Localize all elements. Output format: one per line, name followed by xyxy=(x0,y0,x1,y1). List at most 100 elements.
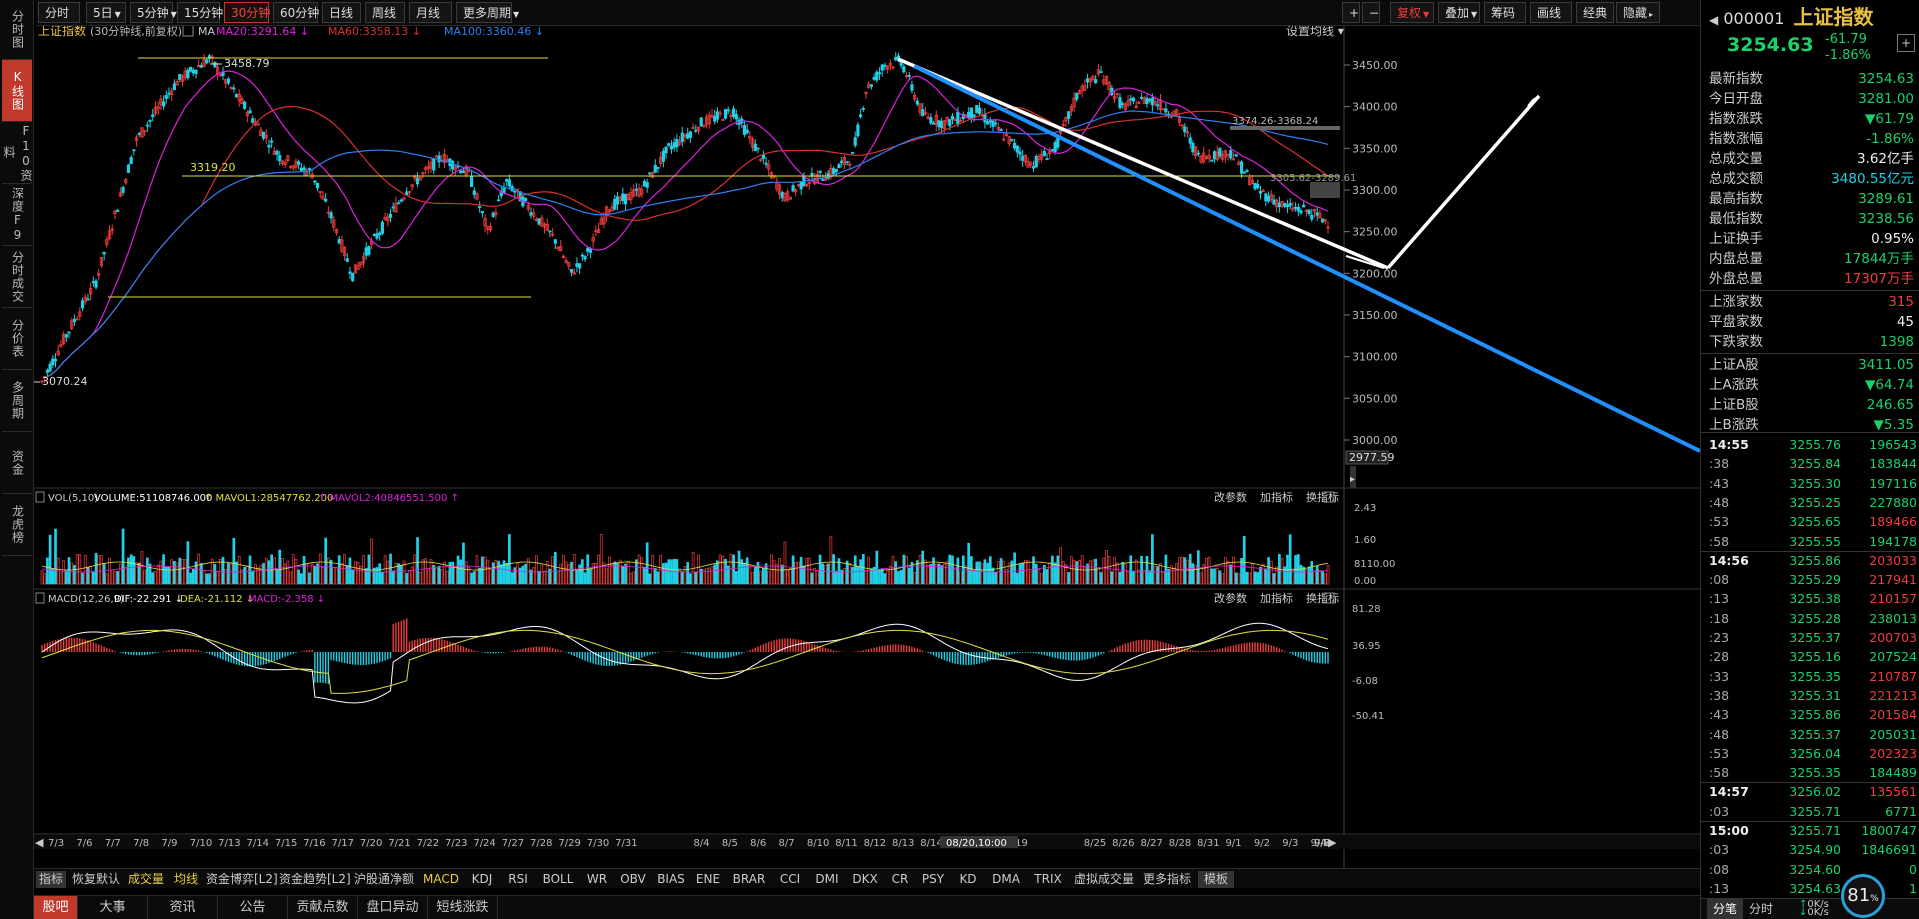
add-icon[interactable]: + xyxy=(1897,34,1915,52)
left-tab-2[interactable]: F10资料 xyxy=(2,122,33,184)
indicator-19[interactable]: CR xyxy=(891,872,909,886)
kline-chart-area[interactable]: 上证指数 (30分钟线,前复权) MA MA20:3291.64 ↓ MA60:3358… xyxy=(32,23,1701,906)
left-tab-1[interactable]: K线图 xyxy=(2,60,32,122)
indicator-9[interactable]: RSI xyxy=(508,872,528,886)
scroll-left-icon[interactable]: ◀ xyxy=(35,836,44,849)
vol-action-2[interactable]: 换指标 xyxy=(1306,490,1339,504)
toolbar-right-7[interactable]: 隐藏 ▸ xyxy=(1616,2,1660,23)
indicator-15[interactable]: BRAR xyxy=(732,872,766,886)
period-3[interactable]: 15分钟 xyxy=(177,2,223,23)
macd-action-1[interactable]: 加指标 xyxy=(1260,591,1293,605)
toolbar-right-0[interactable]: + xyxy=(1342,2,1360,23)
candle-body xyxy=(1277,202,1281,208)
bottom-tab-4[interactable]: 贡献点数 xyxy=(288,896,358,919)
candle-body xyxy=(475,193,479,200)
volume-bar xyxy=(805,557,808,585)
kline-chart-svg[interactable]: 上证指数 (30分钟线,前复权) MA MA20:3291.64 ↓ MA60:3358… xyxy=(32,23,1701,868)
indicator-17[interactable]: DMI xyxy=(815,872,839,886)
left-tab-4[interactable]: 分时成交 xyxy=(2,246,32,308)
left-tab-3[interactable]: 深度F9 xyxy=(2,184,32,246)
left-tab-5[interactable]: 分价表 xyxy=(2,308,32,370)
macd-action-2[interactable]: 换指标 xyxy=(1306,591,1339,605)
volume-bar xyxy=(853,555,857,585)
scroll-right-icon[interactable]: ▶ xyxy=(1328,836,1337,849)
period-7[interactable]: 周线 xyxy=(365,2,405,23)
left-tab-8[interactable]: 龙虎榜 xyxy=(2,494,32,556)
collapse-icon[interactable]: ▸ xyxy=(1350,474,1355,485)
macd-action-0[interactable]: 改参数 xyxy=(1214,591,1247,605)
toolbar-right-6[interactable]: 经典 xyxy=(1576,2,1614,23)
period-8[interactable]: 月线 xyxy=(409,2,452,23)
macd-close-icon[interactable] xyxy=(1323,592,1335,604)
volume-bar xyxy=(337,555,341,585)
period-4[interactable]: 30分钟 xyxy=(224,2,270,23)
volume-bar xyxy=(1110,571,1114,585)
toolbar-right-4[interactable]: 筹码 xyxy=(1484,2,1526,23)
candle-body xyxy=(1034,156,1038,168)
left-tab-7[interactable]: 资金 xyxy=(2,432,32,494)
indicator-26[interactable]: 模板 xyxy=(1198,871,1234,888)
period-5[interactable]: 60分钟 xyxy=(273,2,319,23)
indicator-4[interactable]: 资金博弈[L2] xyxy=(206,872,278,886)
toolbar-right-3[interactable]: 叠加 ▼ xyxy=(1438,2,1480,23)
period-0[interactable]: 分时 xyxy=(38,2,80,23)
bottom-tab-2[interactable]: 资讯 xyxy=(148,896,218,919)
arrow-left-icon[interactable]: ◀ xyxy=(1709,13,1719,27)
indicator-0[interactable]: 指标 xyxy=(36,871,66,888)
tab-fenshi[interactable]: 分时 xyxy=(1749,902,1774,916)
candle-body xyxy=(1210,159,1214,162)
vol-action-1[interactable]: 加指标 xyxy=(1260,490,1293,504)
indicator-21[interactable]: KD xyxy=(959,872,977,886)
collapse-handle[interactable] xyxy=(1350,466,1356,488)
indicator-12[interactable]: OBV xyxy=(620,872,646,886)
indicator-24[interactable]: 虚拟成交量 xyxy=(1073,872,1134,886)
toolbar-right-5[interactable]: 画线 xyxy=(1530,2,1572,23)
indicator-5[interactable]: 资金趋势[L2] xyxy=(279,872,351,886)
macd-settings-icon[interactable] xyxy=(35,592,45,604)
vol-close-icon[interactable] xyxy=(1323,491,1335,503)
ma-setting-button[interactable]: 设置均线 ▾ xyxy=(1286,24,1344,38)
indicator-16[interactable]: CCI xyxy=(779,872,801,886)
candle-body xyxy=(1320,218,1325,223)
vol-action-0[interactable]: 改参数 xyxy=(1214,490,1247,504)
candle-body xyxy=(45,369,50,373)
toolbar-right-1[interactable]: − xyxy=(1362,2,1380,23)
bottom-tab-1[interactable]: 大事 xyxy=(78,896,148,919)
indicator-3[interactable]: 均线 xyxy=(173,872,198,886)
indicator-22[interactable]: DMA xyxy=(992,872,1020,886)
indicator-1[interactable]: 恢复默认 xyxy=(71,872,120,886)
candle-body xyxy=(653,165,657,173)
indicator-2[interactable]: 成交量 xyxy=(127,872,164,886)
candle-body xyxy=(691,126,695,129)
left-tab-6[interactable]: 多周期 xyxy=(2,370,32,432)
left-tab-0[interactable]: 分时图 xyxy=(2,0,32,60)
bottom-tab-5[interactable]: 盘口异动 xyxy=(358,896,428,919)
period-9[interactable]: 更多周期 ▼ xyxy=(456,2,519,23)
toolbar-right-2[interactable]: 复权 ▼ xyxy=(1390,2,1434,23)
period-2[interactable]: 5分钟 ▼ xyxy=(130,2,177,23)
period-6[interactable]: 日线 xyxy=(322,2,361,23)
indicator-14[interactable]: ENE xyxy=(695,872,721,886)
indicator-10[interactable]: BOLL xyxy=(542,872,574,886)
tab-fenbi[interactable]: 分笔 xyxy=(1707,899,1743,919)
indicator-20[interactable]: PSY xyxy=(921,872,945,886)
volume-bar xyxy=(1253,571,1257,585)
cpu-usage-gauge[interactable]: 81% xyxy=(1841,874,1885,918)
indicator-7[interactable]: MACD xyxy=(423,872,459,886)
indicator-6[interactable]: 沪股通净额 xyxy=(353,872,414,886)
vol-settings-icon[interactable] xyxy=(35,491,45,503)
indicator-25[interactable]: 更多指标 xyxy=(1142,872,1191,886)
bottom-tab-6[interactable]: 短线涨跌 xyxy=(428,896,498,919)
indicator-8[interactable]: KDJ xyxy=(471,872,493,886)
volume-bar xyxy=(208,573,211,585)
period-1[interactable]: 5日 ▼ xyxy=(86,2,126,23)
candle-body xyxy=(91,281,95,283)
indicator-11[interactable]: WR xyxy=(586,872,608,886)
volume-bar xyxy=(191,568,195,585)
bottom-tab-0[interactable]: 股吧 xyxy=(34,896,78,919)
vol-title: VOL(5,10) xyxy=(48,493,98,504)
indicator-18[interactable]: DKX xyxy=(852,872,878,886)
indicator-23[interactable]: TRIX xyxy=(1034,872,1062,886)
indicator-13[interactable]: BIAS xyxy=(657,872,685,886)
bottom-tab-3[interactable]: 公告 xyxy=(218,896,288,919)
